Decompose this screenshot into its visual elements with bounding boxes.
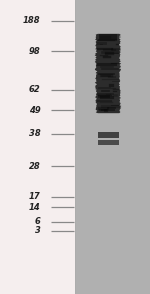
Text: 6: 6 (35, 218, 40, 226)
Text: 17: 17 (29, 193, 40, 201)
Bar (98, 132, 119, 138)
Polygon shape (95, 34, 121, 113)
Text: 62: 62 (29, 85, 40, 94)
Text: 49: 49 (29, 106, 40, 115)
Bar (98, 140, 119, 145)
Text: 28: 28 (29, 162, 40, 171)
Text: 98: 98 (29, 47, 40, 56)
Text: 188: 188 (23, 16, 40, 25)
Bar (75, 0, 150, 294)
Bar (99, 34, 117, 40)
Text: 14: 14 (29, 203, 40, 212)
Bar (0, 0, 75, 294)
Text: 38: 38 (29, 129, 40, 138)
Text: 3: 3 (35, 226, 40, 235)
